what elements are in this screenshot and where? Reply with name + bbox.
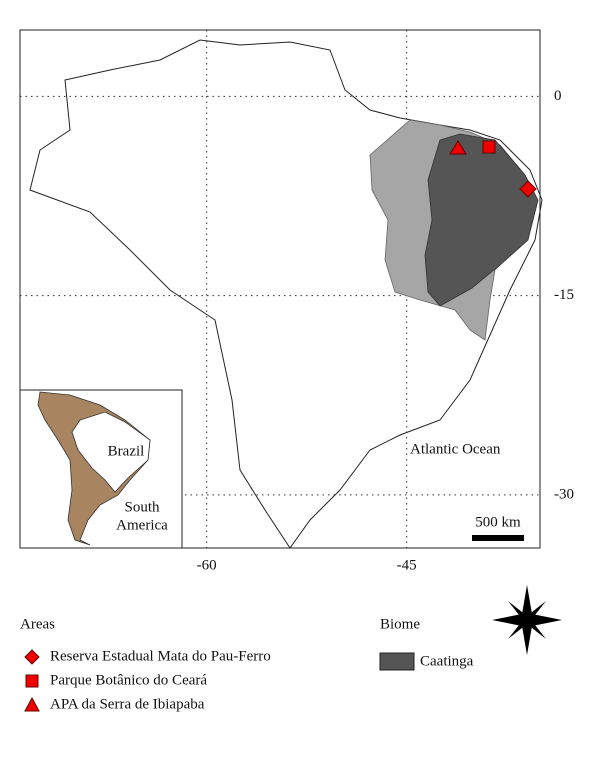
inset-continent: South (124, 499, 160, 515)
legend-marker (25, 674, 39, 688)
lon-tick-label: -45 (397, 557, 417, 573)
ocean-label: Atlantic Ocean (410, 441, 501, 457)
scale-bar (472, 535, 524, 541)
legend-title: Areas (20, 616, 55, 632)
scale-label: 500 km (475, 514, 521, 530)
lat-tick-label: -30 (554, 486, 574, 502)
marker-diamond (519, 180, 537, 198)
legend-item: Reserva Estadual Mata do Pau-Ferro (50, 648, 271, 664)
brazil-outline (29, 39, 543, 549)
map-frame (19, 29, 541, 549)
lat-tick-label: -15 (554, 287, 574, 303)
legend-item: Parque Botânico do Ceará (50, 672, 207, 688)
inset-country: Brazil (108, 443, 145, 459)
legend-item: APA da Serra de Ibiapaba (50, 696, 205, 712)
inset-continent: America (116, 517, 168, 533)
marker-triangle (449, 140, 467, 155)
marker-square (482, 140, 496, 154)
compass (508, 601, 546, 639)
lat-tick-label: 0 (554, 88, 562, 104)
inset-brazil (71, 411, 151, 493)
legend-item: Caatinga (420, 653, 474, 669)
legend-title: Biome (380, 616, 420, 632)
legend-marker (24, 696, 40, 712)
legend-marker (24, 649, 40, 665)
lon-tick-label: -60 (197, 557, 217, 573)
caatinga-region (424, 133, 539, 307)
legend-swatch (379, 652, 415, 671)
